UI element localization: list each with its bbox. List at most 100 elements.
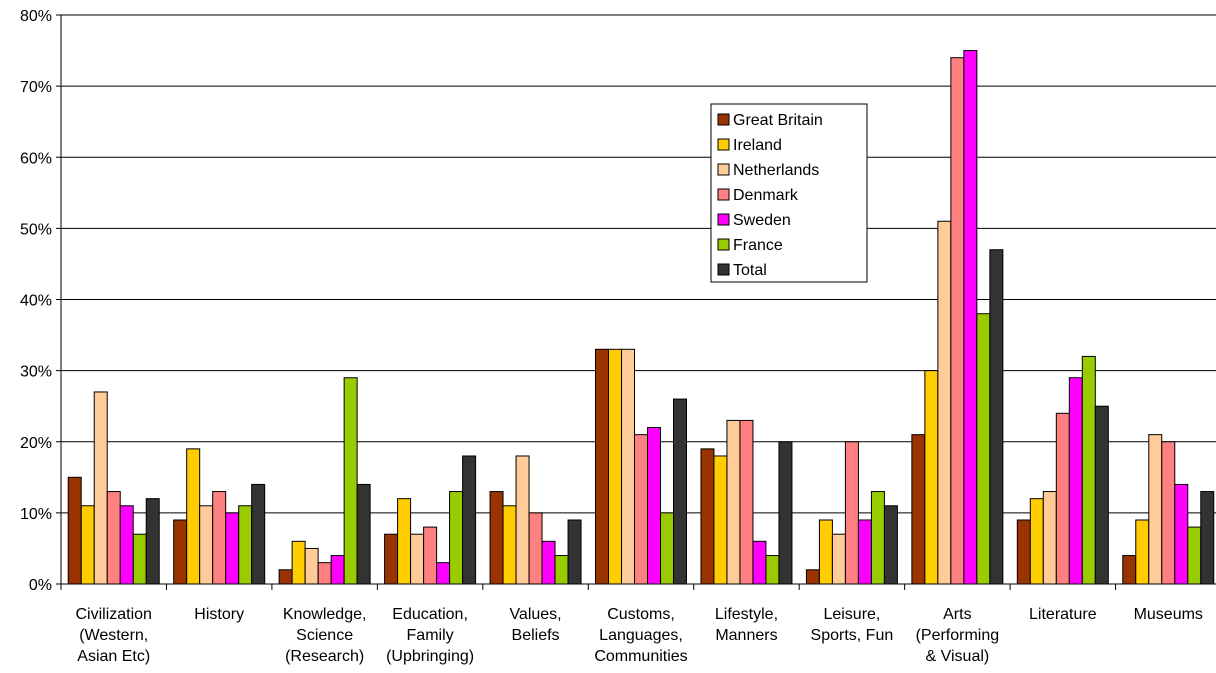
bar-total	[145, 498, 160, 585]
axes	[56, 14, 1216, 590]
bar-netherlands	[937, 220, 952, 585]
bar-france	[765, 555, 780, 585]
x-tick-label: Civilization (Western, Asian Etc)	[75, 606, 151, 665]
x-tick-label: History	[194, 606, 244, 623]
bar-ireland	[502, 505, 517, 585]
legend-swatch	[717, 213, 730, 226]
x-tick-label: Customs, Languages, Communities	[594, 606, 687, 665]
bar-ireland	[1029, 498, 1044, 585]
bar-total	[673, 398, 687, 585]
bar-total	[251, 483, 266, 585]
bar-sweden	[1174, 483, 1189, 585]
bar-great-britain	[595, 348, 609, 585]
bar-ireland	[80, 505, 95, 585]
bar-netherlands	[410, 533, 425, 585]
legend-swatch	[717, 163, 730, 176]
bar-sweden	[436, 562, 451, 585]
bar-sweden	[647, 427, 661, 585]
y-tick-label: 80%	[20, 8, 52, 25]
bar-great-britain	[1016, 519, 1031, 585]
bar-sweden	[857, 519, 872, 585]
bar-netherlands	[93, 391, 108, 585]
bar-ireland	[397, 498, 412, 585]
labels: 0% 10% 20% 30% 40% 50% 60% 70% 80% Civilization (W…	[20, 8, 1203, 665]
bar-total	[356, 483, 371, 585]
y-tick-label: 40%	[20, 293, 52, 310]
bar-denmark	[212, 491, 227, 585]
legend-swatch	[717, 188, 730, 201]
bar-netherlands	[831, 533, 846, 585]
y-tick-label: 70%	[20, 79, 52, 96]
legend-swatch	[717, 263, 730, 276]
bar-total	[989, 249, 1004, 585]
bar-netherlands	[304, 547, 319, 585]
bar-ireland	[186, 448, 201, 585]
y-tick-label: 20%	[20, 435, 52, 452]
bar-total	[462, 455, 477, 585]
bar-ireland	[818, 519, 833, 585]
bar-great-britain	[67, 476, 82, 585]
bar-great-britain	[911, 434, 926, 585]
bar-total	[567, 519, 582, 585]
bar-netherlands	[1148, 434, 1163, 585]
bar-france	[1187, 526, 1202, 585]
bar-sweden	[541, 540, 556, 585]
bar-great-britain	[805, 569, 820, 585]
bar-sweden	[1068, 377, 1083, 585]
legend-label: Netherlands	[733, 162, 819, 179]
bar-ireland	[713, 455, 728, 585]
y-tick-label: 50%	[20, 221, 52, 238]
bar-great-britain	[1122, 555, 1137, 585]
bar-france	[238, 505, 253, 585]
bar-ireland	[608, 348, 622, 585]
bar-denmark	[317, 562, 332, 585]
y-tick-label: 0%	[29, 577, 52, 594]
y-tick-label: 10%	[20, 506, 52, 523]
bar-denmark	[844, 441, 859, 585]
bar-denmark	[106, 491, 121, 585]
bar-sweden	[225, 512, 240, 585]
legend-swatch	[717, 138, 730, 151]
bar-ireland	[924, 370, 939, 585]
bar-total	[778, 441, 793, 585]
x-tick-label: Museums	[1134, 606, 1203, 623]
x-tick-label: Arts (Performing & Visual)	[916, 606, 1000, 665]
x-tick-label: Values, Beliefs	[509, 606, 561, 644]
bar-france	[976, 313, 991, 585]
bar-france	[449, 491, 464, 585]
bar-total	[883, 505, 898, 585]
bar-netherlands	[1042, 491, 1057, 585]
x-tick-label: Leisure, Sports, Fun	[811, 606, 894, 644]
bar-denmark	[1161, 441, 1176, 585]
bar-great-britain	[278, 569, 293, 585]
bar-ireland	[291, 540, 306, 585]
legend-box	[710, 103, 868, 283]
legend-label: Great Britain	[733, 112, 823, 129]
legend-label: France	[733, 237, 783, 254]
bar-france	[343, 377, 358, 585]
bar-france	[554, 555, 569, 585]
bars	[67, 50, 1215, 585]
y-tick-label: 30%	[20, 364, 52, 381]
y-tick-label: 60%	[20, 150, 52, 167]
x-tick-label: Lifestyle, Manners	[715, 606, 778, 644]
gridlines	[61, 14, 1216, 514]
bar-total	[1200, 491, 1215, 585]
x-tick-label: Knowledge, Science (Research)	[283, 606, 367, 665]
bar-great-britain	[489, 491, 504, 585]
bar-france	[1081, 355, 1096, 585]
legend-label: Denmark	[733, 187, 799, 204]
bar-total	[1094, 405, 1109, 585]
bar-great-britain	[173, 519, 188, 585]
bar-netherlands	[726, 419, 741, 585]
bar-denmark	[739, 419, 754, 585]
bar-denmark	[423, 526, 438, 585]
bar-france	[870, 491, 885, 585]
bar-france	[132, 533, 147, 585]
bar-denmark	[634, 434, 648, 585]
bar-netherlands	[199, 505, 214, 585]
bar-sweden	[330, 555, 345, 585]
bar-sweden	[119, 505, 134, 585]
